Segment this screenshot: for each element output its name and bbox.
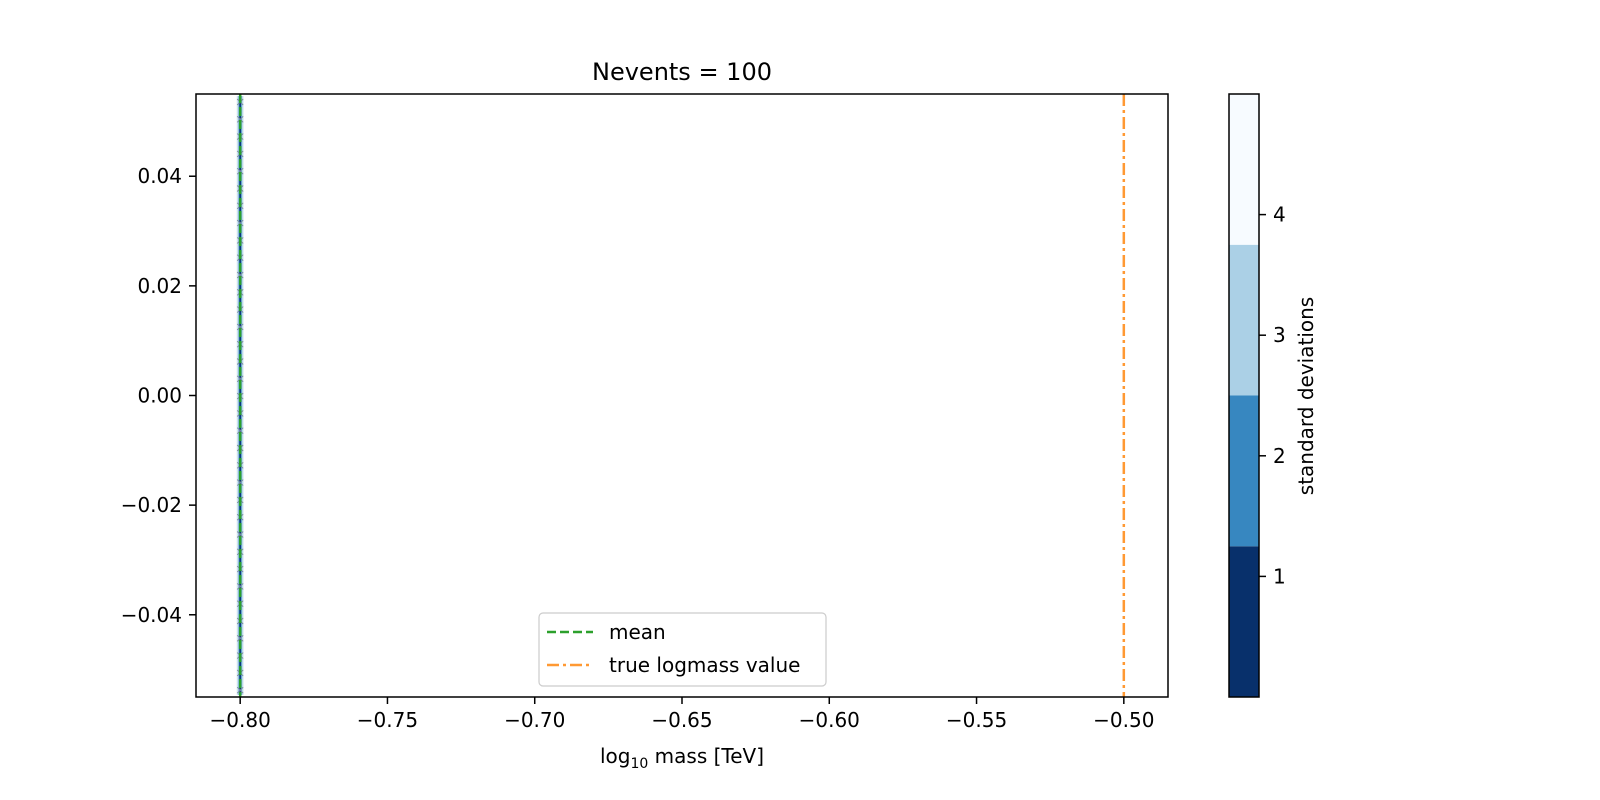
- plot-area: [195, 93, 1169, 698]
- y-tick-label: 0.02: [137, 274, 182, 298]
- plot-frame: [196, 94, 1168, 697]
- x-tick-label: −0.65: [651, 708, 712, 732]
- contour-mark: [236, 634, 244, 642]
- colorbar: 1 2 3 4 standard deviations: [1228, 93, 1318, 698]
- y-tick-label: −0.04: [121, 603, 182, 627]
- y-tick-label: 0.04: [137, 164, 182, 188]
- x-tick-label: −0.60: [799, 708, 860, 732]
- contour-mark: [236, 479, 244, 486]
- legend-label-mean: mean: [609, 620, 666, 644]
- chart-title: Nevents = 100: [592, 58, 772, 86]
- colorbar-segment: [1229, 395, 1259, 547]
- contour-mark: [236, 115, 244, 123]
- legend-label-true-logmass: true logmass value: [609, 653, 800, 677]
- contour-mark: [236, 271, 244, 279]
- colorbar-tick-label: 4: [1273, 203, 1286, 227]
- x-axis-label-log: log: [600, 744, 631, 768]
- contour-mark: [236, 219, 244, 227]
- y-tick-label: −0.02: [121, 493, 182, 517]
- colorbar-ticks: 1 2 3 4: [1259, 203, 1286, 588]
- series-layer: [238, 94, 1126, 697]
- colorbar-segments: [1229, 94, 1259, 697]
- x-axis-label-unit: mass [TeV]: [648, 744, 764, 768]
- contour-mark: [236, 167, 244, 175]
- contour-mark: [236, 686, 244, 694]
- x-tick-label: −0.50: [1093, 708, 1154, 732]
- colorbar-segment: [1229, 244, 1259, 396]
- colorbar-border: [1228, 93, 1260, 698]
- x-tick-label: −0.80: [210, 708, 271, 732]
- colorbar-tick-label: 2: [1273, 444, 1286, 468]
- x-axis-label-subscript: 10: [630, 756, 648, 772]
- contour-mark: [236, 323, 244, 331]
- contour-mark: [236, 427, 244, 435]
- x-tick-label: −0.55: [946, 708, 1007, 732]
- y-tick-label: 0.00: [137, 384, 182, 408]
- x-tick-label: −0.75: [357, 708, 418, 732]
- x-tick-label: −0.70: [504, 708, 565, 732]
- contour-mark: [236, 375, 244, 383]
- colorbar-segment: [1229, 546, 1259, 697]
- x-axis: −0.80 −0.75 −0.70 −0.65 −0.60 −0.55 −0.50: [210, 697, 1154, 732]
- legend-frame: [538, 612, 827, 687]
- colorbar-label: standard deviations: [1294, 297, 1318, 495]
- x-axis-label: log10 mass [TeV]: [600, 744, 764, 772]
- colorbar-tick-label: 1: [1273, 564, 1286, 588]
- colorbar-segment: [1229, 94, 1259, 245]
- contour-mark: [236, 531, 244, 538]
- colorbar-tick-label: 3: [1273, 323, 1286, 347]
- contour-mark: [236, 583, 244, 590]
- y-axis: −0.04 −0.02 0.00 0.02 0.04: [121, 164, 196, 627]
- legend: mean true logmass value: [538, 612, 827, 687]
